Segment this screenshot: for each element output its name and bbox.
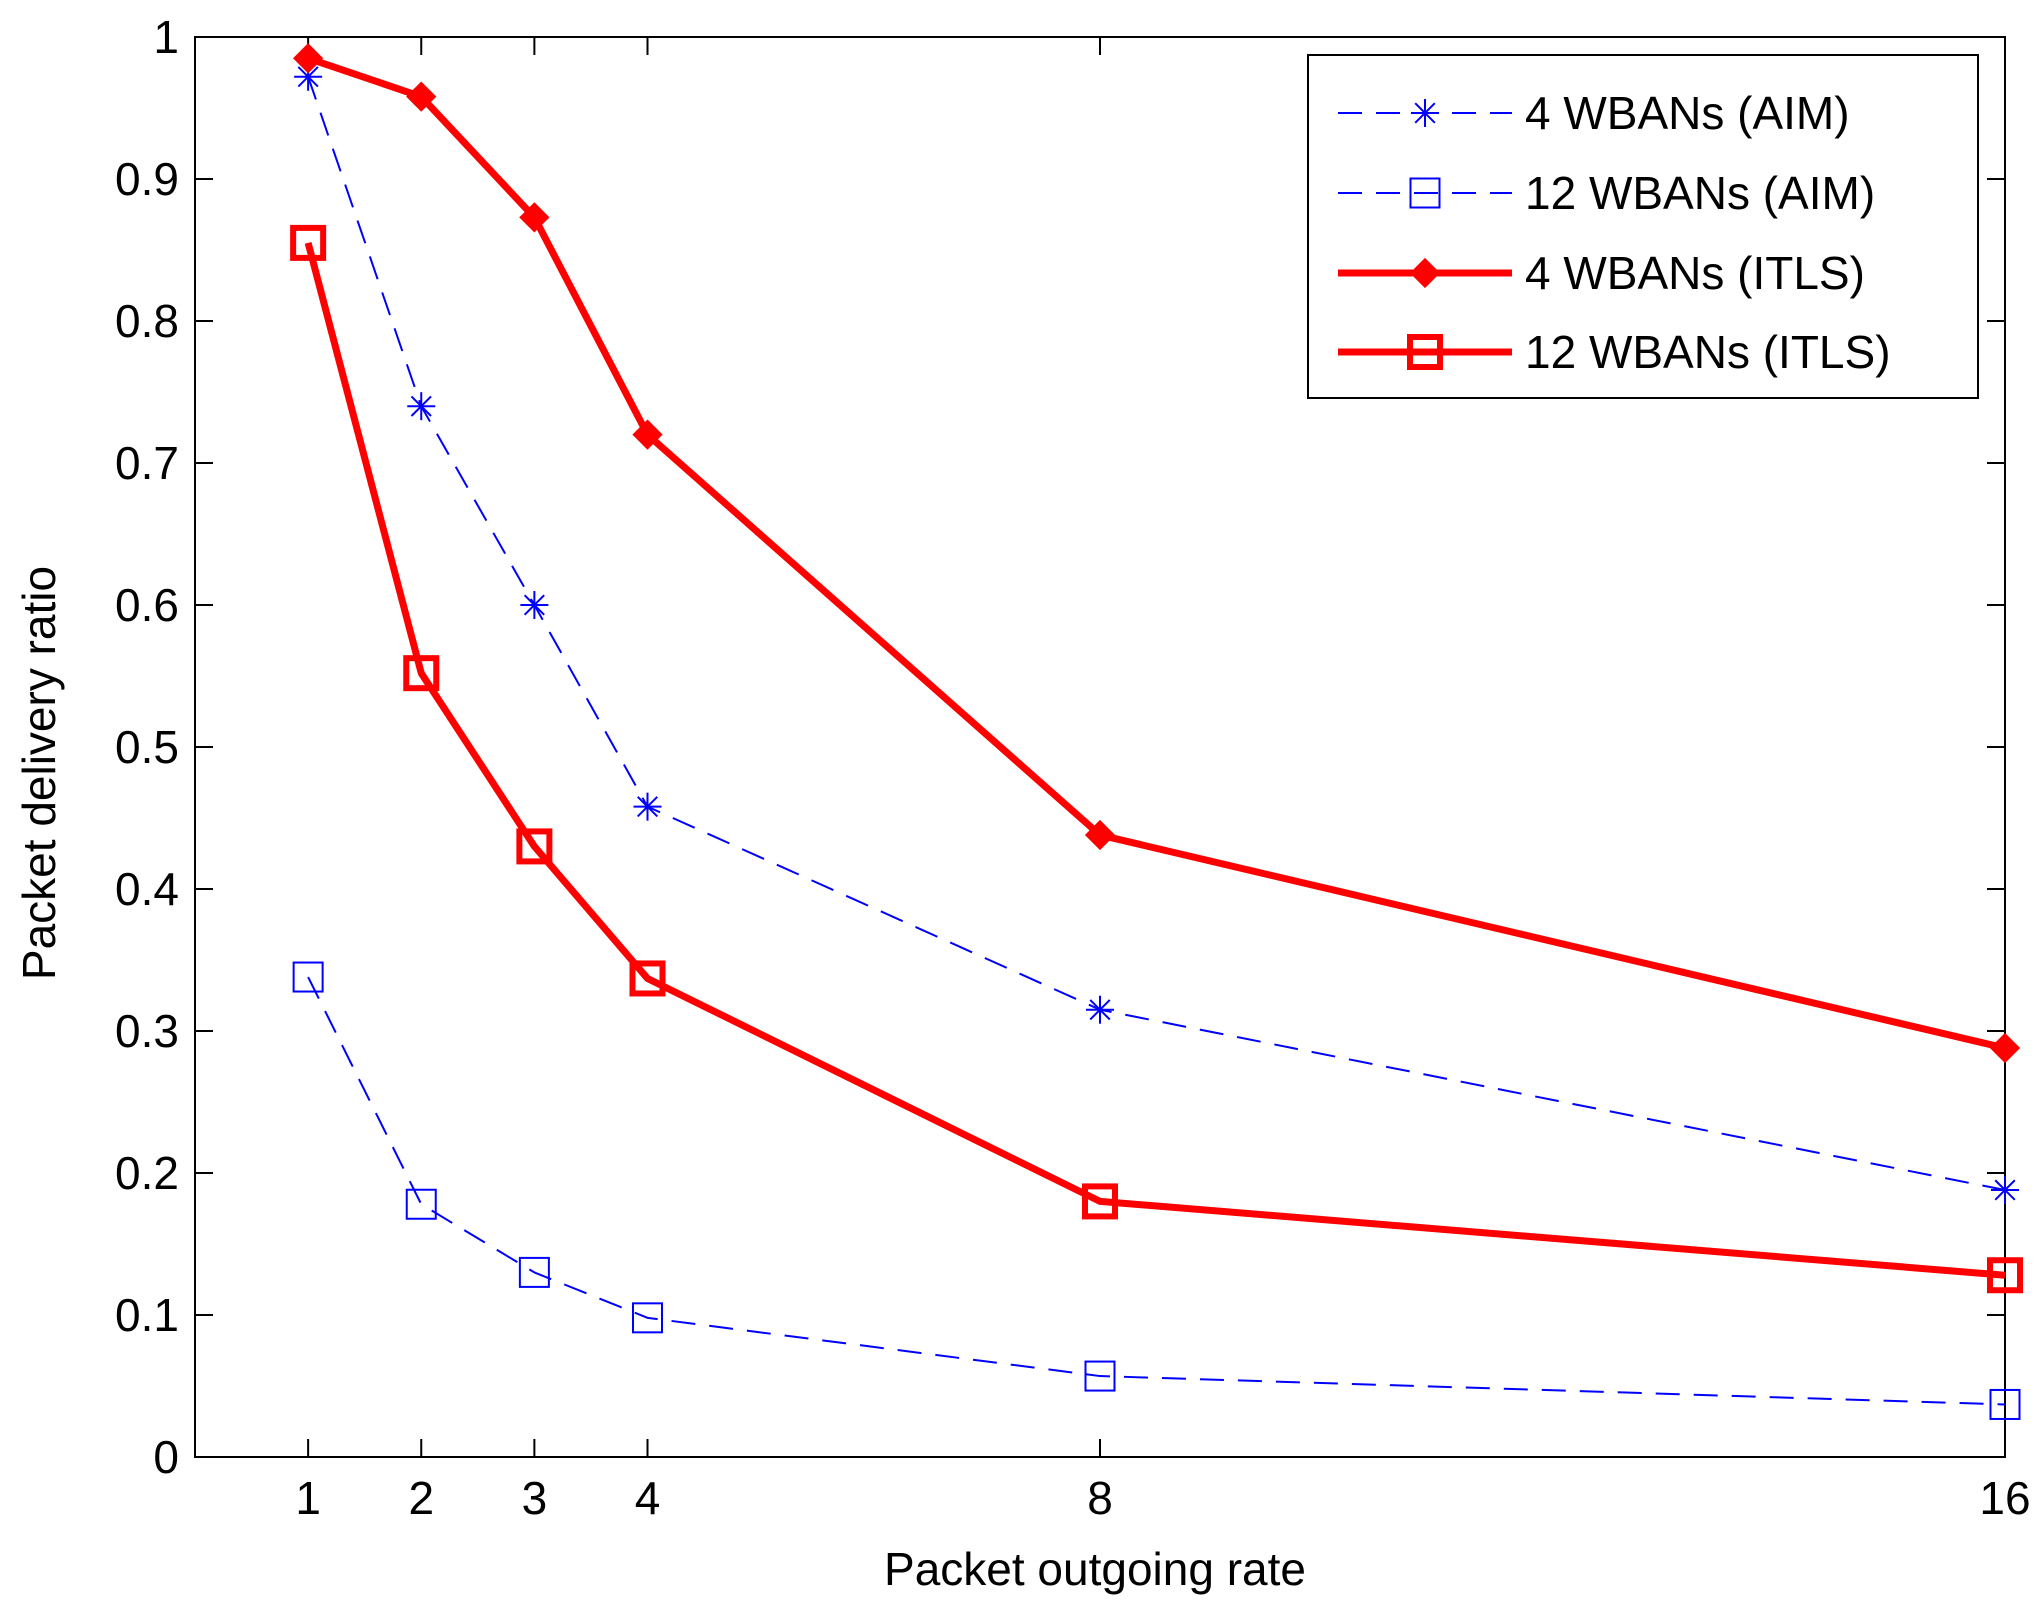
square-marker <box>403 655 440 692</box>
y-tick-label: 0.9 <box>115 153 179 205</box>
legend: 4 WBANs (AIM) 12 WBANs (AIM) 4 WBANs (ITLS… <box>1307 54 1979 399</box>
series-1 <box>294 62 2019 1205</box>
series-layer <box>290 43 2023 1420</box>
y-tick-label: 1 <box>153 11 179 63</box>
asterisk-marker <box>1991 1176 2019 1205</box>
series-line <box>307 76 2006 1192</box>
square-marker <box>1407 334 1443 370</box>
asterisk-marker <box>1411 99 1439 127</box>
y-tick-label: 0.4 <box>115 863 179 915</box>
diamond-marker <box>293 43 324 74</box>
y-axis-label: Packet delivery ratio <box>13 566 65 980</box>
legend-item: 4 WBANs (AIM) <box>1338 87 1850 139</box>
square-marker <box>518 1256 550 1288</box>
square-marker <box>292 961 324 993</box>
series-4 <box>290 224 2023 1294</box>
x-axis-label: Packet outgoing rate <box>884 1543 1306 1595</box>
square-marker <box>1987 1257 2023 1294</box>
y-axis: 0 0.1 0.2 0.3 0.4 0.5 0.6 0.7 0.8 0.9 1 <box>115 11 2005 1483</box>
square-marker <box>1082 1183 1118 1220</box>
square-marker <box>290 224 327 261</box>
x-tick-label: 2 <box>408 1472 434 1524</box>
y-tick-label: 0.8 <box>115 295 179 347</box>
x-tick-label: 4 <box>635 1472 661 1524</box>
legend-label: 4 WBANs (AIM) <box>1525 87 1850 139</box>
x-tick-label: 8 <box>1087 1472 1113 1524</box>
square-marker <box>1409 177 1441 209</box>
x-axis: 1 2 3 4 8 16 <box>295 37 2031 1524</box>
legend-item: 12 WBANs (ITLS) <box>1338 326 1891 378</box>
y-tick-label: 0.6 <box>115 579 179 631</box>
diamond-marker <box>406 81 437 112</box>
series-3 <box>293 43 2021 1064</box>
diamond-marker <box>1989 1032 2021 1064</box>
series-line <box>304 242 2006 1279</box>
y-tick-label: 0.2 <box>115 1147 179 1199</box>
legend-item: 12 WBANs (AIM) <box>1338 167 1875 219</box>
series-line <box>307 54 2006 1052</box>
y-tick-label: 0.1 <box>115 1289 179 1341</box>
legend-label: 12 WBANs (AIM) <box>1525 167 1875 219</box>
legend-label: 4 WBANs (ITLS) <box>1525 247 1865 299</box>
square-marker <box>1989 1388 2021 1420</box>
square-marker <box>632 1302 663 1334</box>
diamond-marker <box>1409 257 1441 289</box>
x-tick-label: 1 <box>295 1472 321 1524</box>
series-2 <box>292 961 2021 1420</box>
series-line <box>307 976 2006 1406</box>
x-tick-label: 3 <box>522 1472 548 1524</box>
asterisk-marker <box>1086 995 1114 1024</box>
diamond-marker <box>519 202 550 233</box>
y-tick-label: 0.7 <box>115 437 179 489</box>
asterisk-marker <box>407 392 436 421</box>
asterisk-marker <box>520 591 549 619</box>
square-marker <box>516 828 553 865</box>
asterisk-marker <box>633 792 662 821</box>
y-tick-label: 0.3 <box>115 1005 179 1057</box>
asterisk-marker <box>294 62 323 91</box>
square-marker <box>405 1188 437 1220</box>
diamond-marker <box>632 419 663 450</box>
x-tick-label: 16 <box>1979 1472 2030 1524</box>
legend-label: 12 WBANs (ITLS) <box>1525 326 1891 378</box>
y-tick-label: 0 <box>153 1431 179 1483</box>
square-marker <box>1084 1360 1116 1392</box>
square-marker <box>629 960 666 997</box>
legend-item: 4 WBANs (ITLS) <box>1338 247 1865 299</box>
y-tick-label: 0.5 <box>115 721 179 773</box>
diamond-marker <box>1084 819 1116 851</box>
